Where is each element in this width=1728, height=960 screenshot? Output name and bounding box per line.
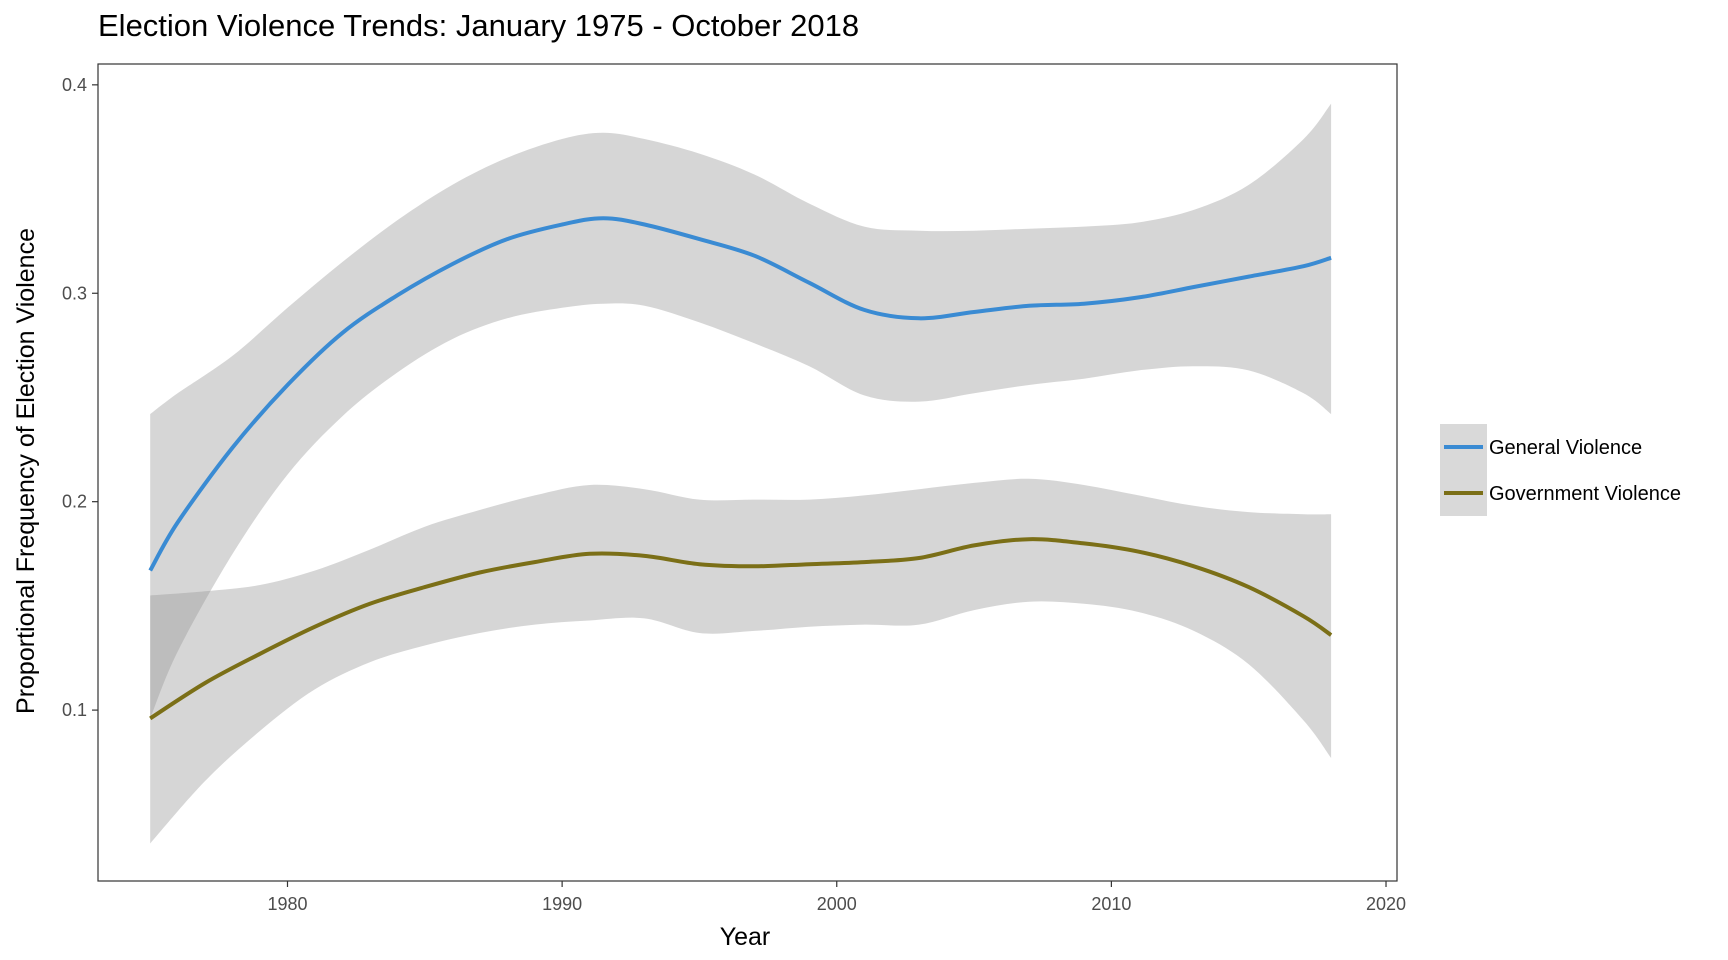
x-axis-title: Year [720, 923, 771, 951]
x-tick-label: 2020 [1366, 894, 1406, 914]
series-line-2 [149, 537, 1333, 721]
x-tick-label: 1980 [267, 894, 307, 914]
y-tick-label: 0.1 [62, 700, 87, 720]
series-lines [148, 216, 1333, 721]
y-tick-label: 0.3 [62, 283, 87, 303]
y-tick-label: 0.4 [62, 75, 87, 95]
series-line-1 [148, 216, 1332, 572]
x-tick-label: 2000 [817, 894, 857, 914]
x-tick-label: 1990 [542, 894, 582, 914]
y-tick-label: 0.2 [62, 492, 87, 512]
plot-panel-border [97, 63, 1398, 882]
y-axis: 0.1 0.2 0.3 0.4 [62, 75, 98, 720]
chart-title: Election Violence Trends: January 1975 -… [98, 8, 860, 43]
legend-label: Government Violence [1489, 483, 1681, 505]
legend-label: General Violence [1489, 437, 1642, 459]
confidence-ribbon-1 [150, 103, 1332, 719]
x-axis: 1980 1990 2000 2010 2020 [267, 881, 1406, 914]
y-axis-title: Proportional Frequency of Election Viole… [12, 228, 40, 714]
legend: General Violence Government Violence [1440, 424, 1681, 516]
confidence-ribbons [150, 103, 1332, 844]
x-tick-label: 2010 [1091, 894, 1131, 914]
confidence-ribbon-2 [150, 478, 1332, 844]
